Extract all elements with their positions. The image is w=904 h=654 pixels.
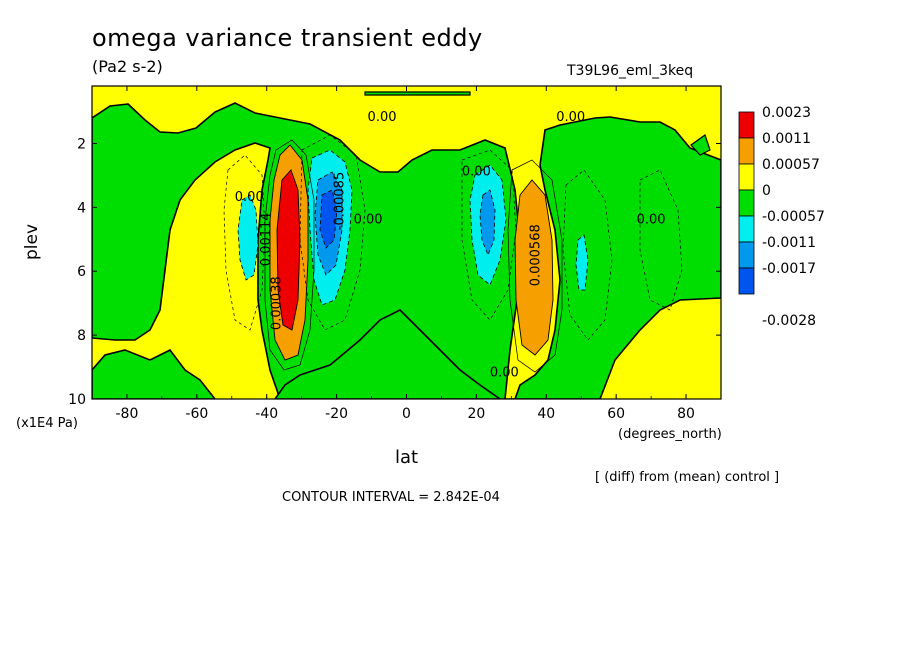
legend-swatch: [738, 137, 755, 165]
legend-swatch: [738, 189, 755, 217]
x-tick-label: -60: [185, 406, 208, 422]
contour-label: 0.00: [556, 110, 585, 125]
x-tick-label: -80: [116, 406, 139, 422]
contour-label: 0.00038: [270, 276, 285, 330]
legend-level-label: 0.0023: [762, 105, 811, 121]
legend-swatch: [738, 267, 755, 295]
legend-level-label: -0.0028: [762, 313, 816, 329]
negative-region-right: [274, 309, 502, 399]
contour-interval: CONTOUR INTERVAL = 2.842E-04: [282, 490, 500, 505]
x-tick-label: -40: [255, 406, 278, 422]
contour-label: -0.00085: [333, 172, 348, 230]
contour-line-f: [562, 169, 613, 341]
contour-label: 0.00: [490, 366, 519, 381]
negative-spot-right: [690, 134, 711, 156]
legend-level-label: -0.0017: [762, 261, 816, 277]
y-tick-label: 6: [77, 264, 86, 280]
contour-label: 0.00: [368, 110, 397, 125]
y-tick-label: 4: [77, 200, 86, 216]
x-tick-label: 80: [677, 406, 695, 422]
contour-line-b: [507, 159, 563, 373]
x-axis-label: lat: [395, 447, 419, 468]
contour-line-d: [299, 134, 366, 331]
chart-units: (Pa2 s-2): [92, 57, 163, 76]
cyan-far-north-minimum: [575, 234, 589, 291]
y-tick-label: 2: [77, 136, 86, 152]
legend-level-label: -0.0011: [762, 235, 816, 251]
contour-label: 0.00: [235, 190, 264, 205]
contour-line-e: [461, 149, 517, 321]
legend-level-label: 0: [762, 183, 771, 199]
y-tick-label: 8: [77, 328, 86, 344]
contour-label: 0.00: [354, 212, 383, 227]
x-axis-ticks: -80 -60 -40 -20 0 20 40 60 80: [91, 86, 722, 422]
contour-field: [92, 86, 721, 399]
legend-swatch: [738, 215, 755, 243]
negative-strip-top: [364, 91, 471, 96]
y-tick-label: 10: [68, 392, 86, 408]
legend-swatch: [738, 111, 755, 139]
x-tick-label: -20: [325, 406, 348, 422]
y-axis-unit: (x1E4 Pa): [16, 416, 78, 431]
orange-north-maximum: [514, 179, 554, 356]
x-axis-unit: (degrees_north): [618, 427, 722, 442]
color-legend: 0.0023 0.0011 0.00057 0 -0.00057 -0.0011 -0.00…: [738, 105, 825, 329]
run-name: T39L96_eml_3keq: [567, 63, 694, 79]
negative-region: [92, 102, 721, 399]
blue-north-core: [479, 189, 496, 257]
contour-label: 0.000568: [528, 224, 543, 286]
legend-level-label: -0.00057: [762, 209, 825, 225]
legend-level-label: 0.00057: [762, 157, 820, 173]
contour-labels: 0.00 0.00 0.00 0.00 0.00 0.00 0.00 0.00114 0.000…: [235, 110, 666, 381]
diff-note: [ (diff) from (mean) control ]: [595, 470, 780, 485]
legend-swatch: [738, 241, 755, 269]
y-axis-ticks: 2 4 6 8 10: [68, 136, 721, 408]
x-tick-label: 0: [402, 406, 411, 422]
blue-deep-south-core: [319, 189, 338, 249]
cyan-left-minimum: [237, 194, 259, 281]
contour-label: 0.00: [637, 212, 666, 227]
legend-level-label: 0.0011: [762, 131, 811, 147]
contour-label: 0.00: [462, 164, 491, 179]
contour-label: 0.00114: [259, 212, 274, 266]
contour-line-a: [264, 139, 315, 371]
red-south-core: [276, 169, 301, 331]
x-tick-label: 60: [607, 406, 625, 422]
chart-title: omega variance transient eddy: [92, 24, 483, 52]
x-tick-label: 20: [467, 406, 485, 422]
legend-swatch: [738, 163, 755, 191]
negative-region-lower-left: [92, 348, 217, 399]
x-tick-label: 40: [537, 406, 555, 422]
